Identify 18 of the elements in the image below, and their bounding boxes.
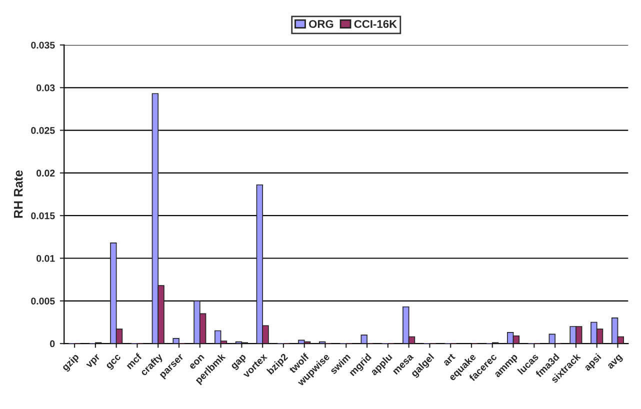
x-tick-label: gcc: [106, 354, 123, 371]
bar: [360, 334, 368, 344]
y-tick-label: 0.035: [31, 42, 55, 49]
y-tick-label: 0.03: [36, 84, 55, 92]
bar: [172, 338, 180, 344]
y-axis-title: RH Rate: [14, 170, 23, 218]
bar: [548, 334, 556, 344]
y-tick-label: 0.01: [36, 254, 55, 262]
y-tick-label: 0.02: [36, 170, 55, 177]
legend-label: ORG: [309, 20, 334, 28]
y-tick-label: 0.025: [31, 127, 55, 134]
y-tick-label: 0.015: [31, 212, 55, 220]
x-tick-label: gap: [230, 354, 248, 371]
x-tick-label: avg: [607, 354, 624, 371]
legend-label: CCI-16K: [354, 20, 397, 28]
x-tick-label: vpr: [86, 354, 102, 370]
y-tick-label: 0.005: [31, 298, 55, 305]
y-tick-label: 0: [50, 340, 55, 348]
